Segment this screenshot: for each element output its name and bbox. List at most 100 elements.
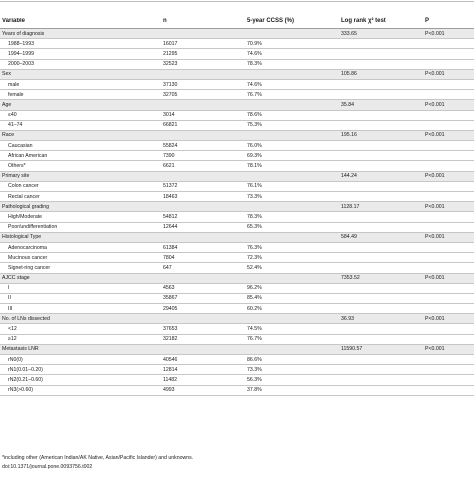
cell-ccss: 78.6% xyxy=(247,112,262,119)
table-row: I 4563 96.2% xyxy=(0,283,474,294)
cell-variable: Age xyxy=(2,101,12,108)
cell-ccss: 60.2% xyxy=(247,305,262,312)
table-row: rN3(>0.60) 4993 37.8% xyxy=(0,385,474,396)
cell-p: P<0.001 xyxy=(425,203,445,210)
table-row: <12 37653 74.5% xyxy=(0,324,474,335)
table-group-row: Years of diagnosis 333.65 P<0.001 xyxy=(0,29,474,40)
cell-logrank: 35.84 xyxy=(341,101,354,108)
table-row: male 37130 74.6% xyxy=(0,79,474,91)
cell-ccss: 73.3% xyxy=(247,193,262,200)
cell-variable: No. of LNs dissected xyxy=(2,315,50,322)
table-row: Poor/undifferentiation 12644 65.3% xyxy=(0,222,474,233)
cell-ccss: 74.6% xyxy=(247,50,262,57)
table-row: 41–74 66821 75.3% xyxy=(0,120,474,131)
cell-p: P<0.001 xyxy=(425,132,445,139)
table-row: Caucasian 55824 76.0% xyxy=(0,141,474,152)
cell-p: P<0.001 xyxy=(425,30,445,37)
table-row: High/Moderate 54812 78.3% xyxy=(0,212,474,223)
table-group-row: AJCC stage 7353.52 P<0.001 xyxy=(0,273,474,284)
cell-variable: Mucinous cancer xyxy=(8,254,48,261)
cell-n: 4993 xyxy=(163,387,175,394)
cell-ccss: 76.0% xyxy=(247,142,262,149)
cell-ccss: 72.3% xyxy=(247,254,262,261)
table-row: Signet-ring cancer 647 52.4% xyxy=(0,263,474,274)
cell-logrank: 144.24 xyxy=(341,173,357,180)
cell-ccss: 37.8% xyxy=(247,387,262,394)
cell-ccss: 74.6% xyxy=(247,81,262,88)
cell-n: 21295 xyxy=(163,50,178,57)
cell-variable: rN1(0.01–0.20) xyxy=(8,366,43,373)
cell-variable: Race xyxy=(2,132,15,139)
cell-variable: rN3(>0.60) xyxy=(8,387,33,394)
cell-variable: Pathological grading xyxy=(2,203,50,210)
doi-link[interactable]: doi:10.1371/journal.pone.0093756.t002 xyxy=(2,463,93,470)
cell-p: P<0.001 xyxy=(425,71,445,78)
header-p: P xyxy=(425,18,430,24)
cell-ccss: 76.3% xyxy=(247,244,262,251)
cell-variable: II xyxy=(8,295,11,302)
table-row: 1988–1993 16017 70.9% xyxy=(0,39,474,50)
header-logrank: Log rank χ² test xyxy=(341,18,386,24)
cell-n: 55824 xyxy=(163,142,178,149)
table-footer: *including other (American Indian/AK Nat… xyxy=(2,454,193,471)
cell-ccss: 69.3% xyxy=(247,152,262,159)
table-row: Adenocarcinoma 61384 76.3% xyxy=(0,242,474,254)
cell-logrank: 36.93 xyxy=(341,315,354,322)
cell-n: 3014 xyxy=(163,112,175,119)
table-row: ≤40 3014 78.6% xyxy=(0,110,474,121)
table-group-row: Histological Type 584.49 P<0.001 xyxy=(0,232,474,243)
cell-ccss: 78.3% xyxy=(247,61,262,68)
cell-ccss: 96.2% xyxy=(247,285,262,292)
cell-ccss: 76.7% xyxy=(247,91,262,98)
cell-variable: 2000–2003 xyxy=(8,61,34,68)
cell-n: 16017 xyxy=(163,40,178,47)
cell-ccss: 78.1% xyxy=(247,163,262,170)
cell-n: 32182 xyxy=(163,336,178,343)
table-row: rN1(0.01–0.20) 12814 73.3% xyxy=(0,365,474,376)
cell-ccss: 86.6% xyxy=(247,356,262,363)
cell-variable: ≥12 xyxy=(8,336,17,343)
cell-logrank: 195.16 xyxy=(341,132,357,139)
table-row: ≥12 32182 76.7% xyxy=(0,334,474,345)
cell-ccss: 76.1% xyxy=(247,183,262,190)
header-ccss: 5-year CCSS (%) xyxy=(247,18,295,24)
cell-n: 4563 xyxy=(163,285,175,292)
cell-logrank: 1128.17 xyxy=(341,203,360,210)
cell-n: 66821 xyxy=(163,122,178,129)
table-group-row: Primary site 144.24 P<0.001 xyxy=(0,171,474,182)
cell-variable: Adenocarcinoma xyxy=(8,244,47,251)
cell-variable: rN0(0) xyxy=(8,356,23,363)
cell-variable: Years of diagnosis xyxy=(2,30,45,37)
table-row: rN2(0.21–0.60) 11482 56.3% xyxy=(0,375,474,386)
table-group-row: Pathological grading 1128.17 P<0.001 xyxy=(0,202,474,213)
cell-variable: High/Moderate xyxy=(8,213,43,220)
cell-n: 37130 xyxy=(163,81,178,88)
cell-variable: African American xyxy=(8,152,48,159)
cell-logrank: 11590.57 xyxy=(341,346,363,353)
cell-n: 647 xyxy=(163,264,172,271)
cell-logrank: 7353.52 xyxy=(341,275,360,282)
table-row: II 35867 85.4% xyxy=(0,293,474,305)
cell-variable: ≤40 xyxy=(8,112,17,119)
cell-ccss: 73.3% xyxy=(247,366,262,373)
cell-n: 37653 xyxy=(163,326,178,333)
cell-ccss: 85.4% xyxy=(247,295,262,302)
cell-ccss: 56.3% xyxy=(247,376,262,383)
table-row: rN0(0) 40546 86.6% xyxy=(0,355,474,366)
data-table: Variable n 5-year CCSS (%) Log rank χ² t… xyxy=(0,1,474,396)
cell-n: 29405 xyxy=(163,305,178,312)
cell-p: P<0.001 xyxy=(425,101,445,108)
table-row: 2000–2003 32523 78.3% xyxy=(0,59,474,70)
cell-variable: Metastasis LNR xyxy=(2,346,39,353)
cell-p: P<0.001 xyxy=(425,275,445,282)
cell-p: P<0.001 xyxy=(425,173,445,180)
cell-variable: male xyxy=(8,81,20,88)
table-group-row: No. of LNs dissected 36.93 P<0.001 xyxy=(0,314,474,325)
cell-variable: 1994–1999 xyxy=(8,50,34,57)
cell-variable: Others* xyxy=(8,163,26,170)
table-body: Years of diagnosis 333.65 P<0.001 1988–1993… xyxy=(0,29,474,396)
table-row: III 29405 60.2% xyxy=(0,304,474,315)
cell-n: 12814 xyxy=(163,366,178,373)
cell-n: 40546 xyxy=(163,356,178,363)
table-group-row: Metastasis LNR 11590.57 P<0.001 xyxy=(0,344,474,355)
